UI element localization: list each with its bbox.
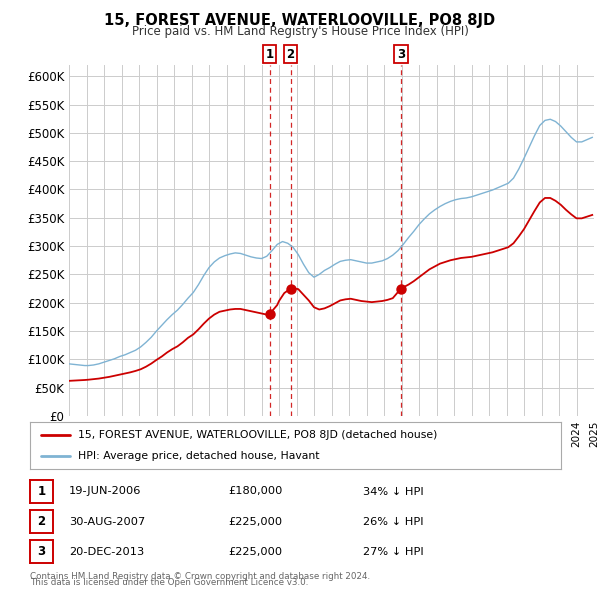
Text: 19-JUN-2006: 19-JUN-2006: [69, 487, 142, 496]
Text: 27% ↓ HPI: 27% ↓ HPI: [363, 547, 424, 556]
Text: 34% ↓ HPI: 34% ↓ HPI: [363, 487, 424, 496]
Text: 2: 2: [286, 48, 295, 61]
Text: Contains HM Land Registry data © Crown copyright and database right 2024.: Contains HM Land Registry data © Crown c…: [30, 572, 370, 581]
Text: 26% ↓ HPI: 26% ↓ HPI: [363, 517, 424, 526]
Text: 30-AUG-2007: 30-AUG-2007: [69, 517, 145, 526]
Text: HPI: Average price, detached house, Havant: HPI: Average price, detached house, Hava…: [78, 451, 319, 461]
Text: This data is licensed under the Open Government Licence v3.0.: This data is licensed under the Open Gov…: [30, 578, 308, 587]
Text: 15, FOREST AVENUE, WATERLOOVILLE, PO8 8JD (detached house): 15, FOREST AVENUE, WATERLOOVILLE, PO8 8J…: [78, 430, 437, 440]
Text: £180,000: £180,000: [228, 487, 283, 496]
Text: £225,000: £225,000: [228, 517, 282, 526]
Text: 1: 1: [37, 485, 46, 498]
Text: 15, FOREST AVENUE, WATERLOOVILLE, PO8 8JD: 15, FOREST AVENUE, WATERLOOVILLE, PO8 8J…: [104, 13, 496, 28]
Text: 2: 2: [37, 515, 46, 528]
Text: 3: 3: [37, 545, 46, 558]
Text: 1: 1: [265, 48, 274, 61]
Text: 20-DEC-2013: 20-DEC-2013: [69, 547, 144, 556]
Text: Price paid vs. HM Land Registry's House Price Index (HPI): Price paid vs. HM Land Registry's House …: [131, 25, 469, 38]
Text: 3: 3: [397, 48, 405, 61]
Text: £225,000: £225,000: [228, 547, 282, 556]
